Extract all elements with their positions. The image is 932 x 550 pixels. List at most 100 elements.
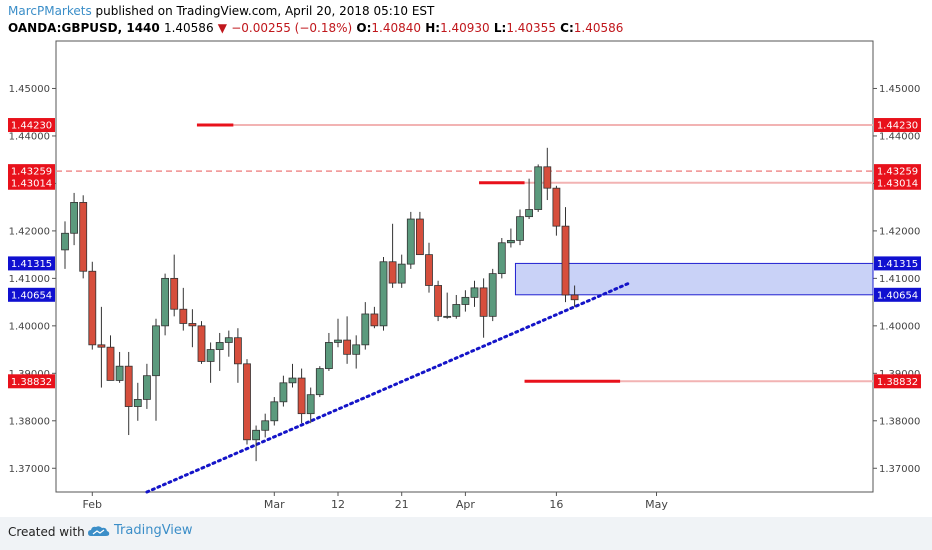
candle [452, 294, 461, 319]
price-label-right [874, 175, 921, 190]
candle [188, 309, 197, 348]
candle [179, 287, 188, 331]
candle [261, 413, 270, 438]
y-tick-label-left: 1.40000 [9, 321, 50, 332]
price-label-text-left: 1.40654 [11, 290, 52, 301]
candle [61, 221, 69, 269]
candle [70, 192, 78, 246]
open-value: 1.40840 [371, 21, 422, 35]
x-tick-label: Feb [83, 498, 102, 511]
price-change: −0.00255 (−0.18%) [231, 21, 353, 35]
candle [388, 223, 397, 288]
candle-body [70, 202, 78, 234]
candle [279, 375, 288, 407]
candle-body [397, 263, 406, 284]
candle [343, 316, 352, 364]
open-label: O: [356, 21, 372, 35]
y-tick-label-right: 1.38000 [879, 416, 920, 427]
publish-text: published on TradingView.com, April 20, … [95, 4, 435, 18]
author-link[interactable]: MarcPMarkets [8, 4, 92, 18]
candle-body [552, 187, 561, 227]
x-tick-label: 12 [331, 498, 345, 511]
symbol-name: OANDA:GBPUSD, 1440 [8, 21, 160, 35]
x-tick-label: 16 [549, 498, 563, 511]
x-tick-label: May [645, 498, 668, 511]
candle-body [179, 308, 188, 324]
candle-body [415, 218, 424, 256]
candle-body [470, 287, 479, 298]
candle-body [215, 342, 224, 350]
candle-body [197, 325, 206, 362]
candle-body [434, 285, 443, 317]
candle-body [488, 273, 497, 317]
candle [434, 280, 443, 322]
candle-body [224, 337, 233, 343]
low-value: 1.40355 [506, 21, 556, 35]
candle [288, 363, 297, 388]
price-label-left [8, 164, 55, 179]
candle-body [543, 166, 552, 189]
footer-bar: Created with TradingView [0, 517, 932, 550]
candle [397, 254, 406, 288]
candle-body [243, 363, 251, 441]
y-tick-label-right: 1.42000 [879, 226, 920, 237]
price-chart[interactable]: 1.370001.370001.380001.380001.390001.390… [0, 0, 932, 517]
price-label-text-right: 1.43014 [877, 178, 918, 189]
price-label-right [874, 256, 921, 271]
price-label-left [8, 118, 55, 133]
candle-body [133, 399, 142, 407]
candle-body [315, 368, 324, 396]
candle [516, 209, 524, 246]
candle-body [343, 339, 352, 355]
candle [315, 366, 324, 398]
candle [506, 228, 515, 248]
candle [124, 351, 133, 436]
price-label-text-right: 1.38832 [877, 377, 918, 388]
candle [334, 318, 342, 348]
candle [552, 185, 561, 236]
candle [306, 387, 315, 424]
price-label-right [874, 164, 921, 179]
candle-body [425, 254, 433, 286]
candle-body [370, 313, 379, 327]
tradingview-link[interactable]: TradingView [88, 523, 193, 538]
last-price: 1.40586 [163, 21, 214, 35]
candle [497, 238, 506, 279]
y-tick-label-right: 1.41000 [879, 274, 920, 285]
candle [79, 195, 88, 279]
candle [88, 261, 97, 350]
price-label-left [8, 175, 55, 190]
candle-body [506, 239, 515, 244]
candle-body [61, 232, 69, 251]
candle-body [88, 270, 97, 346]
price-label-text-right: 1.43259 [877, 167, 918, 178]
candle-body [233, 337, 242, 365]
candle [133, 382, 142, 421]
low-label: L: [493, 21, 507, 35]
candle [470, 280, 479, 307]
y-tick-label-right: 1.44000 [879, 131, 920, 142]
y-tick-label-left: 1.44000 [9, 131, 50, 142]
y-tick-label-left: 1.37000 [9, 464, 50, 475]
candle [152, 318, 160, 421]
tradingview-brand: TradingView [114, 523, 193, 538]
candle-body [561, 225, 570, 296]
price-label-text-left: 1.43014 [11, 178, 52, 189]
candle-body [570, 294, 579, 301]
candle [161, 273, 170, 336]
candle-body [142, 375, 151, 400]
candle-body [388, 261, 397, 284]
symbol-info: OANDA:GBPUSD, 1440 1.40586 ▼ −0.00255 (−… [8, 21, 623, 35]
tradingview-cloud-icon [88, 525, 110, 536]
candle [406, 211, 415, 269]
candle-body [152, 325, 160, 377]
y-tick-label-left: 1.38000 [9, 416, 50, 427]
candle-body [261, 420, 270, 431]
candle-body [406, 218, 415, 265]
candle [297, 368, 306, 424]
candle [324, 332, 333, 371]
down-arrow-icon: ▼ [217, 21, 227, 35]
candle [543, 147, 552, 201]
candle [252, 425, 261, 462]
candle-body [516, 216, 524, 241]
